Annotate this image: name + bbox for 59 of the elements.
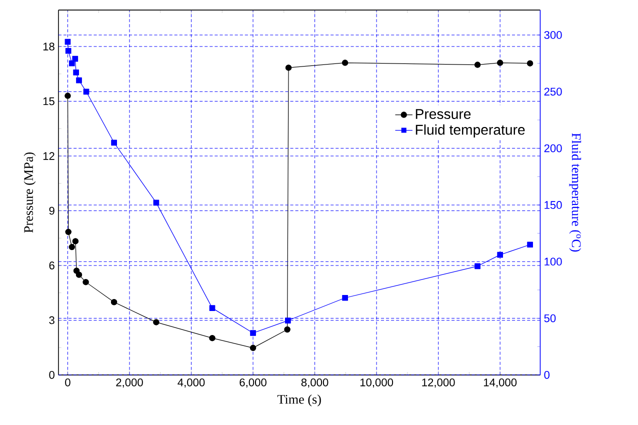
- legend-label: Pressure: [416, 109, 471, 119]
- x-tick-label: 0: [65, 378, 70, 386]
- y-tick-label: 0: [49, 370, 54, 379]
- point: [65, 48, 72, 54]
- point: [474, 62, 481, 68]
- point: [209, 304, 216, 311]
- point: [497, 252, 504, 258]
- y-axis-title: Pressure (MPa): [24, 152, 36, 233]
- point: [285, 64, 292, 71]
- point: [284, 326, 290, 332]
- x-axis-title: Time (s): [277, 394, 321, 406]
- point: [82, 278, 89, 286]
- point: [153, 318, 160, 326]
- point: [527, 242, 533, 248]
- point: [526, 60, 534, 66]
- point: [342, 60, 348, 66]
- point: [474, 263, 480, 269]
- y-tick-label: 6: [49, 261, 54, 270]
- point: [111, 140, 117, 146]
- point: [65, 228, 72, 235]
- y2-tick-label: 100: [544, 258, 562, 266]
- point: [496, 60, 504, 66]
- point: [209, 334, 216, 342]
- legend-label: Fluid temperature: [416, 124, 525, 138]
- y-tick-label: 3: [49, 316, 54, 324]
- point: [110, 298, 118, 306]
- x-tick-label: 10,000: [360, 378, 394, 388]
- x-tick-label: 4,000: [178, 378, 205, 388]
- y-tick-label: 15: [43, 97, 54, 105]
- y2-tick-label: 150: [544, 200, 562, 209]
- point: [68, 60, 75, 66]
- y2-tick-label: 300: [544, 30, 562, 39]
- x-tick-label: 2,000: [116, 378, 143, 388]
- point: [284, 317, 291, 324]
- y2-tick-label: 50: [544, 314, 556, 322]
- point: [250, 344, 256, 351]
- point: [64, 92, 71, 99]
- point: [64, 38, 71, 45]
- point: [153, 200, 160, 206]
- y-tick-label: 12: [43, 152, 54, 160]
- y-tick-label: 18: [43, 42, 54, 50]
- y2-tick-label: 0: [544, 370, 550, 379]
- y2-tick-label: 200: [544, 144, 562, 152]
- point: [250, 330, 256, 336]
- point: [83, 88, 90, 94]
- point: [72, 56, 78, 62]
- x-tick-label: 14,000: [484, 378, 517, 388]
- point: [68, 244, 76, 250]
- x-tick-label: 12,000: [422, 378, 455, 388]
- y2-tick-label: 250: [544, 88, 562, 96]
- x-tick-label: 8,000: [301, 378, 328, 388]
- point: [76, 77, 82, 84]
- point: [342, 294, 348, 301]
- point: [76, 271, 82, 278]
- y2-axis-title: Fluid temperature ($^{o}$C): [569, 133, 582, 252]
- y-tick-label: 9: [49, 206, 54, 215]
- point: [72, 238, 79, 244]
- x-tick-label: 6,000: [240, 378, 266, 388]
- point: [73, 69, 79, 76]
